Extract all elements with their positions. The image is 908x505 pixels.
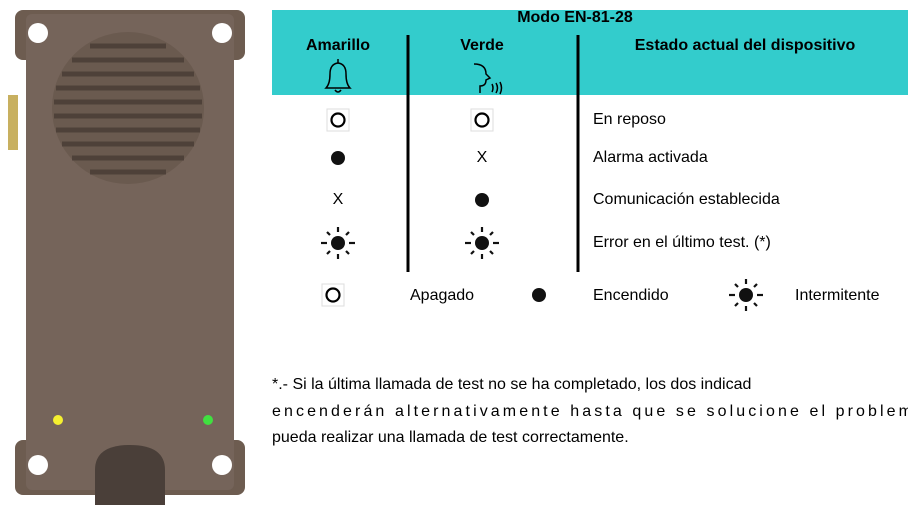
footnote-line: encenderán alternativamente hasta que se…	[272, 403, 908, 420]
table-title: Modo EN-81-28	[517, 9, 633, 26]
legend-text: Intermitente	[795, 287, 880, 304]
led-off-icon	[320, 282, 346, 308]
led-blink-icon	[463, 225, 501, 261]
device-image	[8, 10, 245, 505]
led-blink-icon	[319, 225, 357, 261]
header-band	[272, 10, 908, 95]
state-text: En reposo	[593, 111, 666, 128]
column-header: Estado actual del dispositivo	[635, 37, 856, 54]
column-header: Amarillo	[306, 37, 370, 54]
bell-icon	[324, 59, 352, 93]
column-header: Verde	[460, 37, 504, 54]
state-text: Alarma activada	[593, 149, 708, 166]
cell-text: X	[477, 149, 488, 166]
led-on-icon	[475, 193, 489, 207]
legend-text: Encendido	[593, 287, 669, 304]
legend-text: Apagado	[410, 287, 474, 304]
state-text: Comunicación establecida	[593, 191, 780, 208]
speech-icon	[473, 63, 503, 95]
led-off-icon	[469, 107, 495, 133]
led-on-icon	[331, 151, 345, 165]
cell-text: X	[333, 191, 344, 208]
footnote-line: *.- Si la última llamada de test no se h…	[272, 376, 751, 393]
led-on-icon	[532, 288, 546, 302]
footnote-line: pueda realizar una llamada de test corre…	[272, 429, 629, 446]
led-off-icon	[325, 107, 351, 133]
state-text: Error en el último test. (*)	[593, 234, 771, 251]
led-blink-icon	[727, 277, 765, 313]
